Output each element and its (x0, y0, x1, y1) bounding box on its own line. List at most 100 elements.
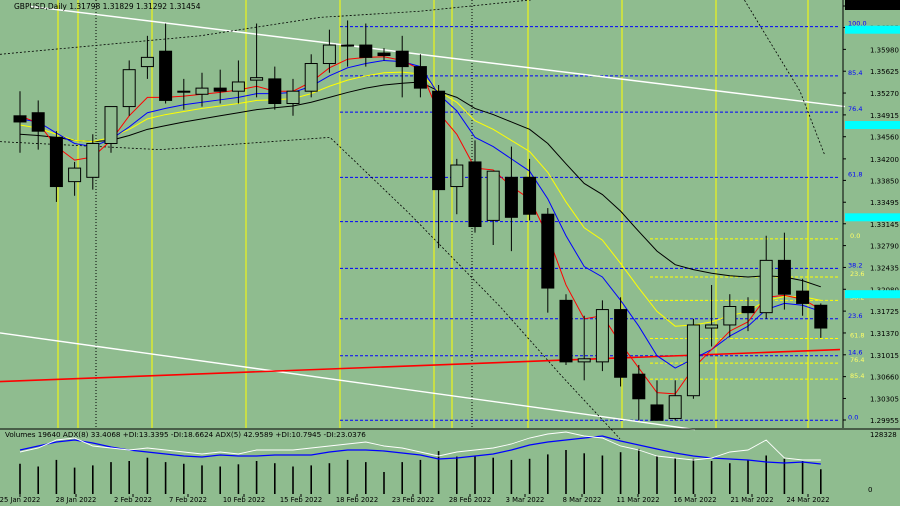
price-tick-label: 1.30305 (870, 395, 899, 403)
candle-body (686, 324, 700, 397)
price-marker (845, 25, 900, 34)
date-tick-label: 7 Feb 2022 (169, 496, 207, 504)
candle (341, 20, 355, 67)
candle (541, 208, 555, 313)
candle (322, 29, 336, 73)
candle-body (341, 44, 355, 47)
fib-level-label: 0.0 (848, 413, 858, 421)
candle-body (523, 176, 537, 215)
price-marker (845, 121, 900, 130)
date-tick-label: 18 Feb 2022 (336, 496, 378, 504)
candle-body (359, 44, 373, 58)
candle-body (741, 306, 755, 314)
candle (759, 235, 773, 319)
date-tick-label: 2 Feb 2022 (114, 496, 152, 504)
candle-body (541, 213, 555, 289)
candle (268, 66, 282, 110)
price-tick-label: 1.33850 (870, 177, 899, 185)
candle-body (104, 106, 118, 144)
candle (650, 380, 664, 421)
candle-body (705, 324, 719, 329)
fib-retrace-label: 23.6 (850, 270, 864, 278)
candle (668, 380, 682, 421)
date-tick-label: 28 Jan 2022 (56, 496, 97, 504)
date-tick-label: 15 Feb 2022 (280, 496, 322, 504)
candle (377, 48, 391, 61)
candle (504, 146, 518, 252)
candle-body (268, 78, 282, 105)
indicator-window: 128328 0 (0, 428, 900, 494)
candle-body (213, 87, 227, 92)
price-marker (845, 290, 900, 299)
channel-upper-line (29, 5, 846, 108)
candle (723, 294, 737, 338)
candle (595, 300, 609, 372)
price-tick-label: 1.35980 (870, 46, 899, 54)
candle (68, 161, 82, 196)
candle-body (49, 136, 63, 188)
candle (468, 140, 482, 233)
candle-body (140, 56, 154, 68)
candle (159, 23, 173, 104)
candle (250, 23, 264, 98)
price-tick-label: 1.30660 (870, 374, 899, 382)
fib-level-label: 76.4 (848, 105, 862, 113)
price-marker (845, 213, 900, 222)
candle-body (231, 81, 245, 92)
candle (686, 318, 700, 399)
candle (104, 106, 118, 153)
candle (140, 35, 154, 79)
candle (559, 294, 573, 365)
candle (741, 297, 755, 332)
candle (86, 134, 100, 190)
candle-body (650, 404, 664, 421)
indicator-scale-label: 128328 (870, 431, 897, 439)
price-tick-label: 1.31725 (870, 308, 899, 316)
trend-lines (0, 0, 846, 440)
candle-body (668, 395, 682, 419)
fib-level-label: 38.2 (848, 261, 862, 269)
fib-retrace-label: 85.4 (850, 372, 864, 380)
date-tick-label: 16 Mar 2022 (673, 496, 716, 504)
candle (486, 170, 500, 245)
candle (177, 78, 191, 110)
price-tick-label: 1.32435 (870, 264, 899, 272)
fib-retrace-label: 0.0 (850, 232, 860, 240)
candle-body (86, 142, 100, 178)
indicator-info: Volumes 19640 ADX(8) 33.4068 +DI:13.3395… (5, 430, 366, 439)
candle-body (68, 167, 82, 183)
candle-body (486, 170, 500, 221)
price-tick-label: 1.35270 (870, 90, 899, 98)
price-tick-label: 1.35625 (870, 68, 899, 76)
price-tick-label: 1.29955 (870, 417, 899, 425)
candle-body (322, 44, 336, 65)
fib-retrace-label: 76.4 (850, 356, 864, 364)
fib-level-label: 61.8 (848, 170, 862, 178)
candle-body (814, 304, 828, 329)
candle-body (395, 50, 409, 68)
candle (432, 85, 446, 249)
candle (777, 232, 791, 310)
candle-body (31, 112, 45, 132)
candle-body (122, 69, 136, 108)
candle-body (559, 299, 573, 363)
price-tick-label: 1.31015 (870, 352, 899, 360)
fib-level-label: 100.0 (848, 20, 867, 28)
candle (814, 303, 828, 338)
date-tick-label: 28 Feb 2022 (449, 496, 491, 504)
candle (395, 35, 409, 98)
candle-body (632, 373, 646, 400)
candle-body (304, 63, 318, 92)
price-tick-label: 1.34200 (870, 156, 899, 164)
candle-body (504, 176, 518, 218)
candle-body (377, 52, 391, 57)
candle (413, 54, 427, 98)
date-tick-label: 25 Jan 2022 (0, 496, 40, 504)
candle (195, 72, 209, 107)
fib-retrace-label: 61.8 (850, 331, 864, 339)
date-tick-label: 3 Mar 2022 (506, 496, 545, 504)
candle (304, 54, 318, 98)
candle-body (286, 90, 300, 105)
